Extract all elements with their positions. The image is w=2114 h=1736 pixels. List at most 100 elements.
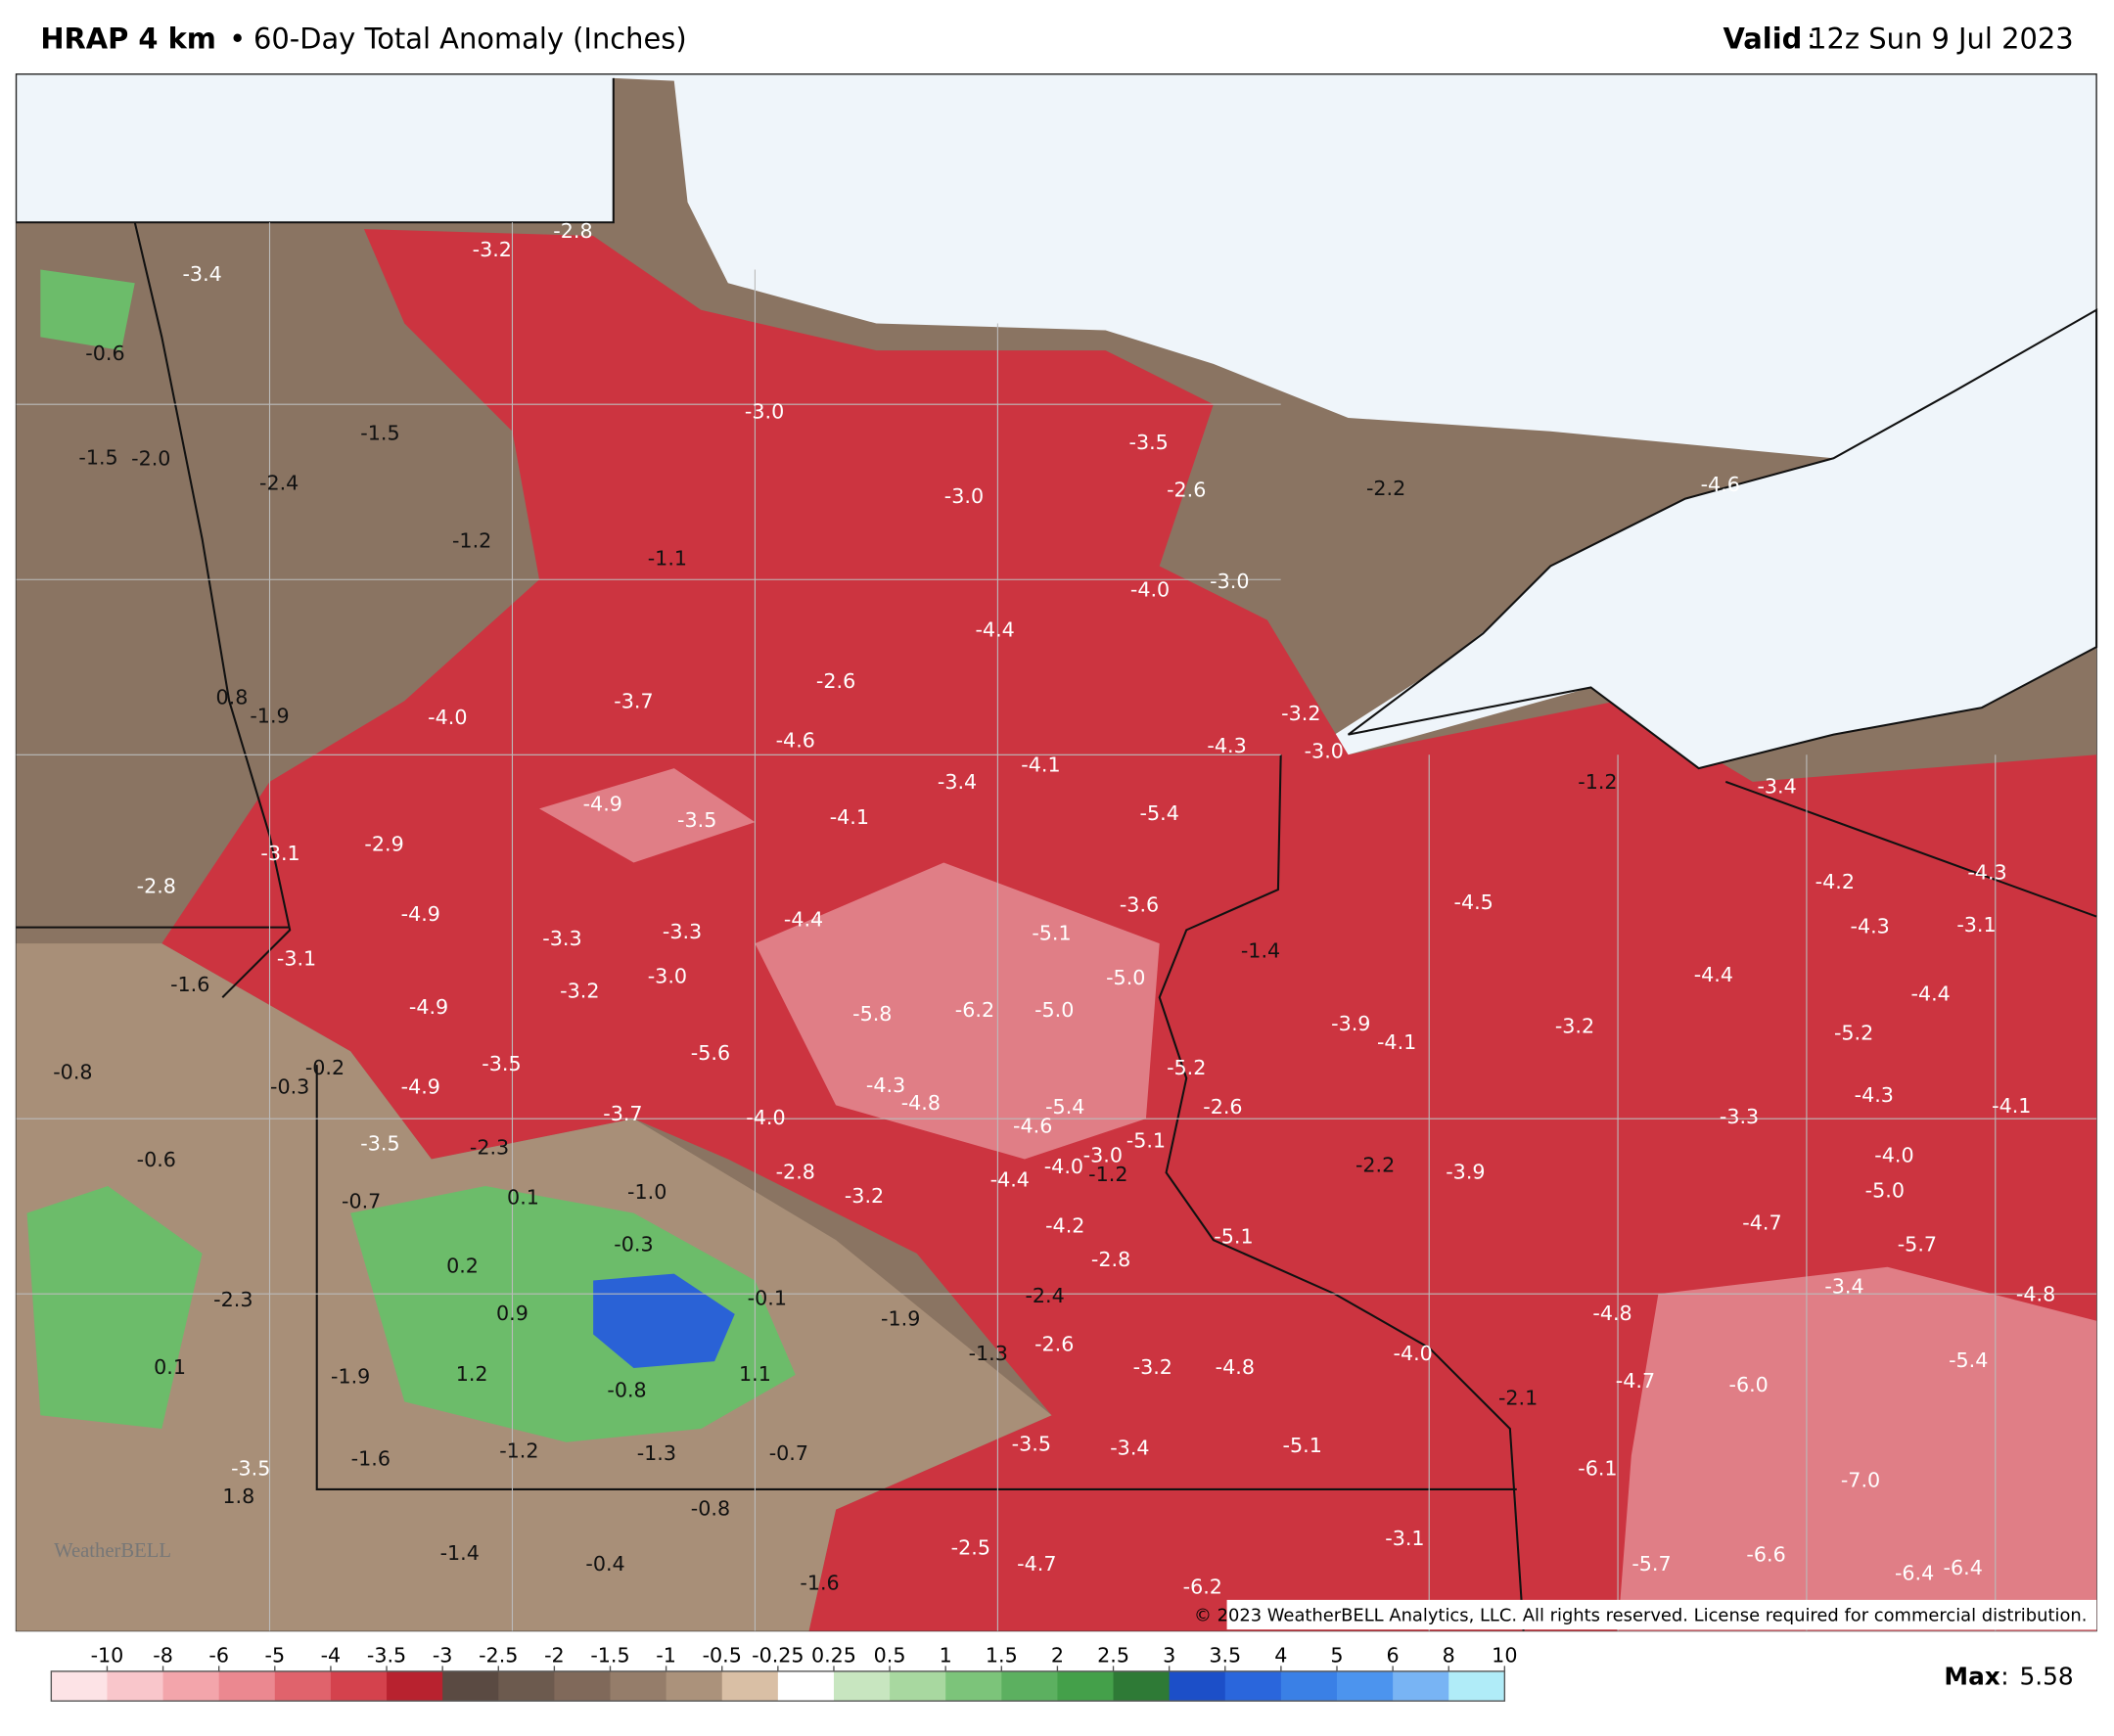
anomaly-label: -4.6 bbox=[1701, 473, 1740, 496]
anomaly-label: -3.9 bbox=[1446, 1160, 1485, 1183]
anomaly-label: -4.0 bbox=[1394, 1342, 1433, 1365]
color-swatch bbox=[498, 1670, 556, 1702]
anomaly-label: -5.4 bbox=[1949, 1348, 1988, 1372]
color-swatch bbox=[1113, 1670, 1171, 1702]
anomaly-label: -1.9 bbox=[881, 1306, 920, 1330]
title: 60-Day Total Anomaly (Inches) bbox=[253, 23, 687, 56]
colorbar: -10 -8 -6 -5 -4 -3.5 -3 -2.5 -2 -1.5 -1 -0.5 -0.25 0.… bbox=[50, 1644, 1517, 1702]
anomaly-label: -0.4 bbox=[585, 1552, 624, 1576]
lake-superior bbox=[1347, 308, 2098, 770]
anomaly-label: -3.0 bbox=[1210, 570, 1249, 593]
anomaly-label: -4.2 bbox=[1045, 1213, 1084, 1237]
max-label: Max bbox=[1944, 1663, 1999, 1691]
anomaly-label: -3.5 bbox=[1129, 431, 1169, 454]
anomaly-label: -5.2 bbox=[1834, 1021, 1873, 1044]
anomaly-label: 0.1 bbox=[154, 1355, 186, 1379]
anomaly-label: -4.9 bbox=[583, 792, 622, 815]
anomaly-label: -4.0 bbox=[746, 1106, 785, 1129]
anomaly-label: -3.0 bbox=[1083, 1144, 1123, 1167]
tick-label: 3.5 bbox=[1209, 1644, 1241, 1667]
anomaly-label: -4.8 bbox=[2016, 1283, 2055, 1306]
anomaly-label: -0.8 bbox=[691, 1497, 730, 1521]
anomaly-label: -1.1 bbox=[648, 547, 687, 571]
anomaly-label: -4.5 bbox=[1454, 891, 1494, 914]
color-swatch bbox=[1448, 1670, 1506, 1702]
anomaly-label: -3.4 bbox=[1757, 774, 1796, 798]
anomaly-label: -3.0 bbox=[745, 399, 784, 423]
anomaly-label: -3.5 bbox=[231, 1456, 270, 1480]
anomaly-label: -3.5 bbox=[677, 808, 716, 832]
anomaly-label: -3.2 bbox=[845, 1184, 884, 1208]
anomaly-label: -4.1 bbox=[830, 805, 869, 829]
anomaly-label: -3.4 bbox=[938, 770, 977, 794]
tick-label: 5 bbox=[1330, 1644, 1343, 1667]
anomaly-label: -2.2 bbox=[1366, 477, 1405, 500]
anomaly-label: -5.1 bbox=[1214, 1224, 1253, 1248]
anomaly-label: -3.5 bbox=[1012, 1432, 1051, 1455]
anomaly-label: -2.5 bbox=[951, 1536, 990, 1560]
color-swatch bbox=[777, 1670, 835, 1702]
anomaly-label: -6.4 bbox=[1895, 1562, 1934, 1585]
anomaly-label: -1.9 bbox=[331, 1365, 370, 1389]
anomaly-label: 1.1 bbox=[739, 1362, 771, 1386]
county-lines bbox=[16, 222, 2097, 1631]
tick-label: 1 bbox=[940, 1644, 952, 1667]
anomaly-label: -4.9 bbox=[401, 1075, 440, 1099]
color-swatch bbox=[218, 1670, 276, 1702]
anomaly-label: -6.1 bbox=[1578, 1456, 1617, 1480]
tick-label: 6 bbox=[1387, 1644, 1400, 1667]
color-swatch bbox=[610, 1670, 667, 1702]
anomaly-label: -3.2 bbox=[473, 238, 512, 261]
anomaly-label: -2.8 bbox=[137, 874, 176, 897]
anomaly-label: -4.7 bbox=[1616, 1369, 1655, 1393]
logo: WeatherBELL bbox=[54, 1540, 171, 1562]
anomaly-label: -3.4 bbox=[1110, 1437, 1149, 1460]
very-dry-region bbox=[539, 768, 2097, 1631]
anomaly-label: -4.0 bbox=[1874, 1144, 1913, 1167]
anomaly-label: -4.2 bbox=[1815, 870, 1855, 893]
tick-label: 0.25 bbox=[811, 1644, 856, 1667]
color-swatch bbox=[442, 1670, 499, 1702]
tick-label: -5 bbox=[265, 1644, 286, 1667]
anomaly-label: 0.1 bbox=[507, 1185, 539, 1209]
anomaly-label: 0.8 bbox=[216, 685, 249, 708]
anomaly-label: -4.7 bbox=[1017, 1552, 1056, 1576]
tick-label: -3 bbox=[433, 1644, 453, 1667]
anomaly-label: -2.3 bbox=[213, 1288, 253, 1311]
anomaly-label: -1.2 bbox=[499, 1439, 538, 1462]
anomaly-label: -4.0 bbox=[428, 706, 467, 729]
anomaly-label: -2.1 bbox=[1498, 1387, 1538, 1410]
anomaly-label: -3.3 bbox=[663, 920, 702, 943]
color-swatch bbox=[890, 1670, 946, 1702]
color-swatch bbox=[274, 1670, 332, 1702]
anomaly-label: -6.0 bbox=[1729, 1373, 1769, 1396]
anomaly-label: -4.3 bbox=[1967, 861, 2006, 885]
tick-label: 10 bbox=[1492, 1644, 1517, 1667]
anomaly-label: -4.3 bbox=[1851, 915, 1890, 938]
anomaly-label: -1.2 bbox=[452, 529, 491, 553]
anomaly-label: -6.2 bbox=[1183, 1575, 1222, 1598]
anomaly-label: -0.2 bbox=[305, 1056, 345, 1079]
tick-label: -1.5 bbox=[590, 1644, 629, 1667]
anomaly-label: -2.6 bbox=[1034, 1333, 1074, 1356]
anomaly-label: -3.0 bbox=[1305, 740, 1344, 763]
anomaly-label: -2.6 bbox=[816, 669, 855, 693]
color-swatch bbox=[107, 1670, 164, 1702]
color-swatch bbox=[721, 1670, 779, 1702]
anomaly-label: -3.1 bbox=[1956, 913, 1996, 937]
anomaly-label: -4.9 bbox=[401, 902, 440, 926]
tick-label: 2.5 bbox=[1097, 1644, 1129, 1667]
anomaly-label: -4.4 bbox=[975, 618, 1014, 642]
anomaly-label: -5.0 bbox=[1106, 966, 1145, 989]
anomaly-label: -6.2 bbox=[955, 998, 994, 1022]
tick-label: 8 bbox=[1443, 1644, 1455, 1667]
anomaly-label: -2.4 bbox=[259, 471, 299, 494]
color-swatch bbox=[330, 1670, 388, 1702]
anomaly-label: -5.1 bbox=[1126, 1129, 1166, 1153]
color-swatch bbox=[1224, 1670, 1282, 1702]
anomaly-label: -3.4 bbox=[182, 262, 221, 286]
anomaly-label: -4.4 bbox=[784, 908, 823, 932]
anomaly-label: -3.4 bbox=[1824, 1274, 1863, 1298]
color-swatch bbox=[554, 1670, 612, 1702]
